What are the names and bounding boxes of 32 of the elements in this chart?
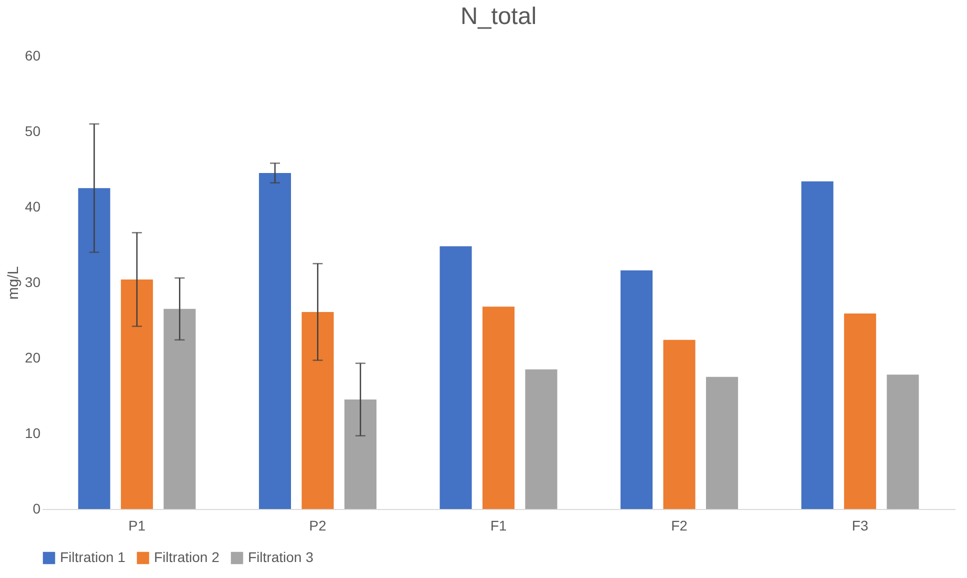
bar xyxy=(258,173,291,509)
bar xyxy=(844,313,876,509)
x-tick-label: P1 xyxy=(128,518,146,534)
bar xyxy=(302,312,334,509)
bar xyxy=(78,188,110,509)
y-tick-label: 10 xyxy=(24,425,41,441)
legend-label: Filtration 2 xyxy=(154,549,220,565)
y-tick-label: 60 xyxy=(24,48,41,64)
y-tick-label: 0 xyxy=(32,500,41,516)
legend-label: Filtration 1 xyxy=(60,549,126,565)
y-tick-label: 50 xyxy=(24,123,41,139)
y-tick-label: 20 xyxy=(24,350,41,366)
y-tick-label: 30 xyxy=(24,274,41,290)
y-axis-title: mg/L xyxy=(4,266,22,300)
legend-label: Filtration 3 xyxy=(248,549,314,565)
bar xyxy=(706,376,738,509)
bar xyxy=(801,181,834,509)
bar xyxy=(663,340,696,509)
bar xyxy=(886,374,919,509)
bar xyxy=(440,246,472,509)
x-tick-label: F1 xyxy=(490,518,507,534)
y-tick-label: 40 xyxy=(24,198,41,214)
bar xyxy=(482,306,515,509)
bar xyxy=(344,400,376,509)
bar xyxy=(525,369,558,509)
x-tick-label: P2 xyxy=(309,518,326,534)
x-tick-label: F2 xyxy=(671,518,688,534)
chart-title: N_total xyxy=(460,3,537,30)
x-tick-label: F3 xyxy=(852,518,868,534)
bar xyxy=(120,279,153,509)
bar xyxy=(164,308,196,509)
bar xyxy=(620,270,653,509)
